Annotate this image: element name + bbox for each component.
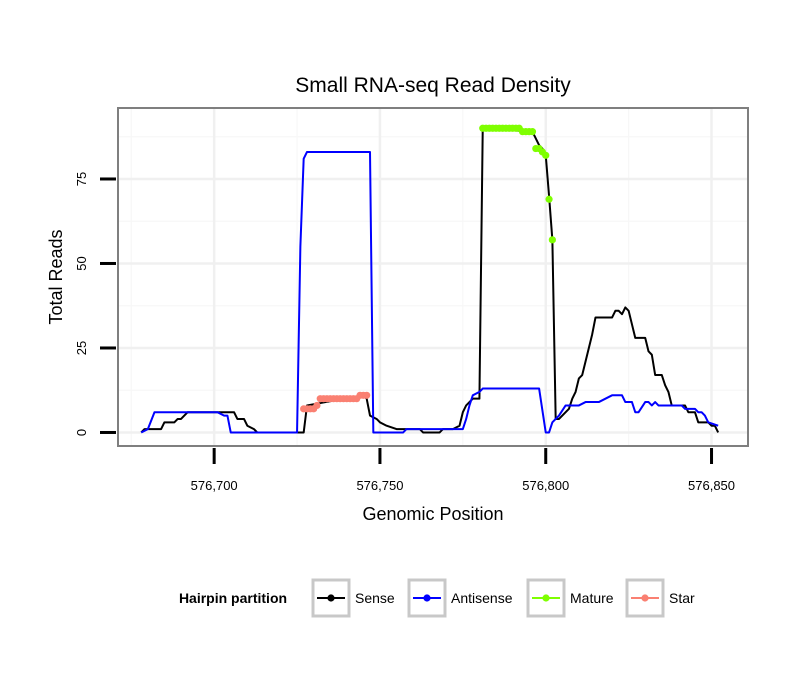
legend-label-star: Star bbox=[669, 590, 695, 606]
y-axis-label: Total Reads bbox=[46, 229, 66, 324]
legend-key-marker bbox=[641, 594, 649, 602]
legend-item-sense: Sense bbox=[311, 578, 395, 618]
x-tick-label: 576,750 bbox=[356, 478, 403, 493]
x-tick-label: 576,700 bbox=[191, 478, 238, 493]
data-point-mature bbox=[542, 151, 550, 159]
legend-item-antisense: Antisense bbox=[407, 578, 513, 618]
legend-key-marker bbox=[423, 594, 431, 602]
plot-background bbox=[118, 108, 748, 446]
data-point-star bbox=[313, 401, 321, 410]
legend-item-star: Star bbox=[625, 578, 695, 618]
y-tick-label: 25 bbox=[74, 341, 89, 355]
legend-label-antisense: Antisense bbox=[451, 590, 513, 606]
legend-label-sense: Sense bbox=[355, 590, 395, 606]
chart-title: Small RNA-seq Read Density bbox=[295, 74, 571, 97]
legend-key-marker bbox=[327, 594, 335, 602]
legend-label-mature: Mature bbox=[570, 590, 614, 606]
data-point-mature bbox=[548, 236, 556, 244]
y-tick-label: 50 bbox=[74, 256, 89, 270]
data-point-star bbox=[363, 391, 371, 399]
x-axis-label: Genomic Position bbox=[362, 504, 503, 524]
x-tick-label: 576,800 bbox=[522, 478, 569, 493]
plot-border bbox=[117, 107, 749, 447]
x-axis: 576,700 576,750 576,800 576,850 bbox=[191, 448, 735, 493]
legend: Hairpin partition Sense Antisense Mature St… bbox=[179, 578, 695, 618]
y-tick-label: 0 bbox=[74, 429, 89, 436]
series-line-antisense bbox=[140, 150, 719, 434]
y-axis: 0 25 50 75 bbox=[74, 172, 116, 436]
data-point-mature bbox=[528, 128, 537, 136]
legend-item-mature: Mature bbox=[526, 578, 614, 618]
y-tick-label: 75 bbox=[74, 172, 89, 186]
legend-title: Hairpin partition bbox=[179, 590, 287, 606]
legend-key-marker bbox=[542, 594, 550, 602]
series-layer bbox=[140, 124, 720, 434]
x-tick-label: 576,850 bbox=[688, 478, 735, 493]
data-point-mature bbox=[545, 195, 553, 203]
